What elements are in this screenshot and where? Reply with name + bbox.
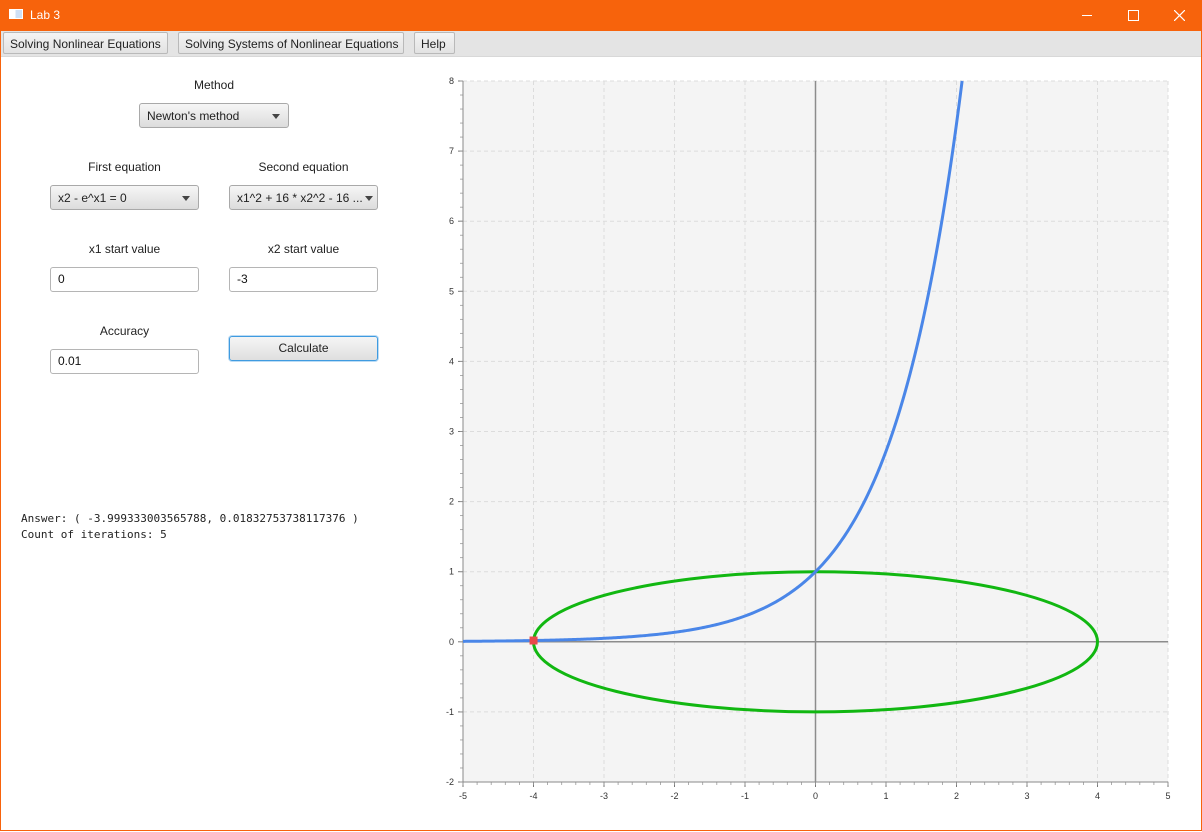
first-equation-label: First equation — [88, 160, 161, 174]
maximize-icon — [1127, 10, 1139, 21]
minimize-button[interactable] — [1064, 0, 1110, 31]
x-tick-label: -2 — [670, 791, 678, 801]
y-tick-label: 5 — [449, 286, 454, 296]
x1-start-input[interactable]: 0 — [50, 267, 199, 292]
x-tick-label: 2 — [954, 791, 959, 801]
maximize-button[interactable] — [1110, 0, 1156, 31]
second-equation-value: x1^2 + 16 * x2^2 - 16 ... — [237, 191, 363, 205]
x1-start-label: x1 start value — [88, 242, 161, 256]
x-tick-label: -5 — [459, 791, 467, 801]
close-icon — [1173, 10, 1185, 21]
x2-start-input[interactable]: -3 — [229, 267, 378, 292]
x-tick-label: 0 — [813, 791, 818, 801]
x-tick-label: -1 — [741, 791, 749, 801]
y-tick-label: 4 — [449, 356, 454, 366]
second-equation-label: Second equation — [258, 160, 349, 174]
method-select-value: Newton's method — [147, 109, 240, 123]
chevron-down-icon — [182, 196, 190, 201]
y-tick-label: 1 — [449, 567, 454, 577]
x-tick-label: 5 — [1165, 791, 1170, 801]
method-select[interactable]: Newton's method — [139, 103, 289, 128]
app-icon — [9, 9, 23, 19]
first-equation-value: x2 - e^x1 = 0 — [58, 191, 127, 205]
answer-text: Answer: ( -3.999333003565788, 0.01832753… — [21, 512, 359, 525]
y-tick-label: 2 — [449, 497, 454, 507]
close-button[interactable] — [1156, 0, 1202, 31]
menu-bar: Solving Nonlinear Equations Solving Syst… — [1, 31, 1201, 57]
menu-solving-systems[interactable]: Solving Systems of Nonlinear Equations — [178, 32, 404, 54]
y-tick-label: 7 — [449, 146, 454, 156]
calculate-button[interactable]: Calculate — [229, 336, 378, 361]
y-tick-label: 6 — [449, 216, 454, 226]
chevron-down-icon — [272, 114, 280, 119]
x2-start-label: x2 start value — [267, 242, 340, 256]
x-tick-label: 1 — [883, 791, 888, 801]
x-tick-label: -3 — [600, 791, 608, 801]
iterations-text: Count of iterations: 5 — [21, 528, 167, 541]
y-tick-label: -2 — [446, 777, 454, 787]
minimize-icon — [1082, 15, 1092, 16]
x-tick-label: -4 — [529, 791, 537, 801]
function-chart: -5 -4 -3 -2 -1 0 1 2 3 4 5 -2 -1 0 1 2 3 4 5 6 7 8 — [446, 76, 1171, 801]
x-tick-label: 4 — [1095, 791, 1100, 801]
title-bar: Lab 3 — [0, 0, 1202, 31]
result-output: Answer: ( -3.999333003565788, 0.01832753… — [21, 511, 359, 543]
accuracy-input[interactable]: 0.01 — [50, 349, 199, 374]
window-title: Lab 3 — [30, 8, 61, 22]
second-equation-select[interactable]: x1^2 + 16 * x2^2 - 16 ... — [229, 185, 378, 210]
accuracy-label: Accuracy — [99, 324, 150, 338]
first-equation-select[interactable]: x2 - e^x1 = 0 — [50, 185, 199, 210]
y-tick-label: 3 — [449, 427, 454, 437]
solution-point — [529, 636, 538, 645]
menu-solving-nonlinear-equations[interactable]: Solving Nonlinear Equations — [3, 32, 168, 54]
chevron-down-icon — [365, 196, 373, 201]
y-tick-label: -1 — [446, 707, 454, 717]
menu-help[interactable]: Help — [414, 32, 455, 54]
method-label: Method — [193, 78, 235, 92]
x-tick-label: 3 — [1024, 791, 1029, 801]
y-tick-label: 0 — [449, 637, 454, 647]
y-tick-label: 8 — [449, 76, 454, 86]
exp-series-line — [462, 80, 964, 643]
